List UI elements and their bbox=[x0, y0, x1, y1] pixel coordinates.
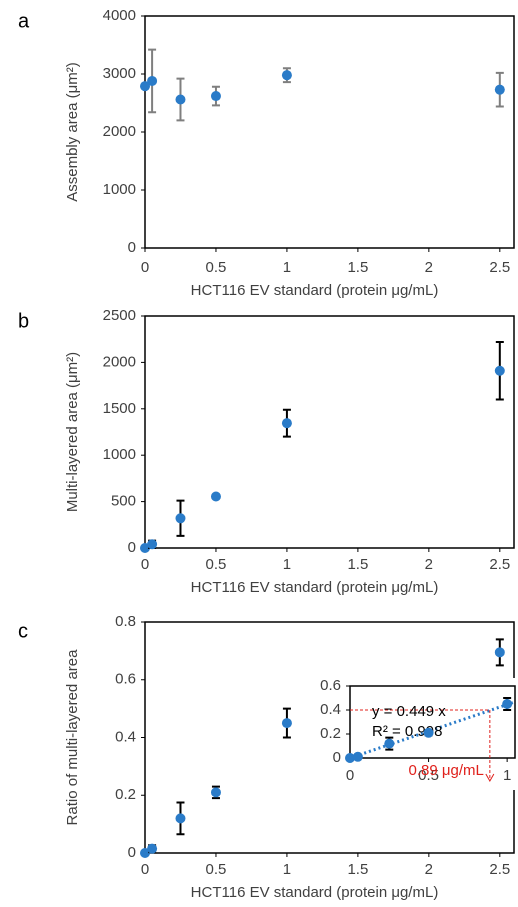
data-point bbox=[502, 699, 513, 709]
x-tick-label: 2.5 bbox=[489, 861, 510, 878]
data-point bbox=[281, 718, 292, 729]
readout-arrow bbox=[485, 773, 495, 783]
y-tick-label: 0.8 bbox=[115, 613, 136, 630]
data-point bbox=[423, 727, 434, 738]
x-tick-label: 1.5 bbox=[347, 861, 368, 878]
data-point bbox=[494, 84, 505, 95]
y-tick-label: 0 bbox=[128, 239, 136, 256]
x-tick-label: 2 bbox=[425, 259, 433, 276]
x-tick-label: 0 bbox=[346, 767, 354, 784]
plot-frame bbox=[144, 15, 515, 249]
x-tick-label: 2.5 bbox=[489, 556, 510, 573]
x-tick-label: 1 bbox=[283, 259, 291, 276]
y-tick-label: 0.6 bbox=[320, 677, 341, 694]
data-point bbox=[147, 75, 158, 86]
plot-frame bbox=[349, 685, 516, 759]
y-tick-label: 0.4 bbox=[320, 701, 341, 718]
y-axis-label: Multi-layered area (μm²) bbox=[64, 352, 81, 512]
x-axis-label: HCT116 EV standard (protein μg/mL) bbox=[191, 282, 439, 299]
y-tick-label: 4000 bbox=[103, 7, 136, 24]
panel-letter: a bbox=[18, 10, 30, 32]
y-tick-label: 0.2 bbox=[115, 786, 136, 803]
y-tick-label: 0.4 bbox=[115, 728, 136, 745]
data-point bbox=[175, 513, 186, 524]
x-tick-label: 1 bbox=[283, 556, 291, 573]
x-tick-label: 0 bbox=[141, 861, 149, 878]
data-point bbox=[210, 91, 221, 102]
x-tick-label: 1.5 bbox=[347, 556, 368, 573]
data-point bbox=[281, 418, 292, 429]
equation: y = 0.449 x bbox=[372, 703, 446, 720]
data-point bbox=[352, 751, 363, 762]
y-tick-label: 0 bbox=[128, 539, 136, 556]
data-point bbox=[140, 81, 150, 92]
data-point bbox=[210, 491, 221, 502]
y-tick-label: 2000 bbox=[103, 123, 136, 140]
data-point bbox=[147, 539, 158, 550]
y-tick-label: 0 bbox=[333, 749, 341, 766]
y-tick-label: 1000 bbox=[103, 446, 136, 463]
data-point bbox=[281, 70, 292, 81]
data-point bbox=[345, 753, 355, 763]
y-tick-label: 0.2 bbox=[320, 725, 341, 742]
panel-letter: b bbox=[18, 310, 29, 332]
x-axis-label: HCT116 EV standard (protein μg/mL) bbox=[191, 579, 439, 596]
x-tick-label: 1.5 bbox=[347, 259, 368, 276]
y-tick-label: 2000 bbox=[103, 353, 136, 370]
data-point bbox=[210, 787, 221, 798]
data-point bbox=[494, 365, 505, 376]
y-axis-label: Assembly area (μm²) bbox=[64, 62, 81, 202]
x-tick-label: 2.5 bbox=[489, 259, 510, 276]
x-tick-label: 2 bbox=[425, 861, 433, 878]
x-tick-label: 0.5 bbox=[206, 556, 227, 573]
data-point bbox=[175, 94, 186, 105]
y-tick-label: 1500 bbox=[103, 400, 136, 417]
x-tick-label: 2 bbox=[425, 556, 433, 573]
readout-label: 0.89 μg/mL bbox=[408, 762, 483, 779]
y-tick-label: 3000 bbox=[103, 65, 136, 82]
x-tick-label: 0.5 bbox=[418, 767, 439, 784]
data-point bbox=[147, 843, 158, 854]
x-axis-label: HCT116 EV standard (protein μg/mL) bbox=[191, 884, 439, 901]
x-tick-label: 0.5 bbox=[206, 861, 227, 878]
y-tick-label: 0.6 bbox=[115, 671, 136, 688]
y-tick-label: 1000 bbox=[103, 181, 136, 198]
y-tick-label: 2500 bbox=[103, 307, 136, 324]
data-point bbox=[384, 738, 395, 749]
trendline bbox=[349, 700, 516, 760]
data-point bbox=[494, 647, 505, 658]
data-point bbox=[175, 813, 186, 824]
x-tick-label: 0 bbox=[141, 556, 149, 573]
x-tick-label: 1 bbox=[503, 767, 511, 784]
plot-frame bbox=[144, 315, 515, 549]
inset-background bbox=[310, 678, 517, 790]
y-tick-label: 0 bbox=[128, 844, 136, 861]
panel-letter: c bbox=[18, 620, 28, 642]
y-tick-label: 500 bbox=[111, 493, 136, 510]
y-axis-label: Ratio of multi-layered area bbox=[64, 649, 81, 826]
x-tick-label: 0 bbox=[141, 259, 149, 276]
x-tick-label: 1 bbox=[283, 861, 291, 878]
x-tick-label: 0.5 bbox=[206, 259, 227, 276]
